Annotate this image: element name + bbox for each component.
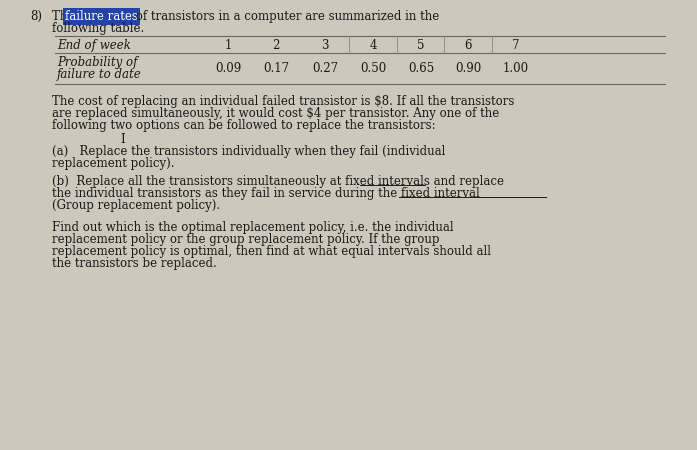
Text: replacement policy).: replacement policy). — [52, 157, 174, 170]
Text: 0.27: 0.27 — [312, 62, 338, 75]
Text: (b)  Replace all the transistors simultaneously at fixed intervals and replace: (b) Replace all the transistors simultan… — [52, 175, 504, 188]
Text: are replaced simultaneously, it would cost $4 per transistor. Any one of the: are replaced simultaneously, it would co… — [52, 107, 499, 120]
Text: 0.90: 0.90 — [455, 62, 481, 75]
Text: 0.09: 0.09 — [215, 62, 241, 75]
Text: of transistors in a computer are summarized in the: of transistors in a computer are summari… — [132, 10, 439, 23]
Text: 8): 8) — [30, 10, 42, 23]
Text: following table.: following table. — [52, 22, 144, 35]
Text: Probability of: Probability of — [57, 56, 137, 69]
Text: 7: 7 — [512, 39, 520, 52]
Text: the transistors be replaced.: the transistors be replaced. — [52, 257, 217, 270]
Text: (a)   Replace the transistors individually when they fail (individual: (a) Replace the transistors individually… — [52, 145, 445, 158]
Text: 3: 3 — [321, 39, 329, 52]
Text: failure to date: failure to date — [57, 68, 141, 81]
Text: failure rates: failure rates — [65, 10, 138, 23]
Text: Find out which is the optimal replacement policy, i.e. the individual: Find out which is the optimal replacemen… — [52, 221, 454, 234]
Text: 0.65: 0.65 — [408, 62, 434, 75]
Text: 4: 4 — [369, 39, 377, 52]
Text: replacement policy is optimal, then find at what equal intervals should all: replacement policy is optimal, then find… — [52, 245, 491, 258]
Text: 1: 1 — [224, 39, 231, 52]
Text: replacement policy or the group replacement policy. If the group: replacement policy or the group replacem… — [52, 233, 440, 246]
Text: The: The — [52, 10, 78, 23]
Text: 0.50: 0.50 — [360, 62, 386, 75]
Text: End of week: End of week — [57, 39, 131, 52]
Text: I: I — [120, 133, 125, 146]
Text: 1.00: 1.00 — [503, 62, 529, 75]
Text: 2: 2 — [273, 39, 279, 52]
Text: (Group replacement policy).: (Group replacement policy). — [52, 199, 220, 212]
Text: the individual transistors as they fail in service during the fixed interval: the individual transistors as they fail … — [52, 187, 480, 200]
Text: 0.17: 0.17 — [263, 62, 289, 75]
Text: 6: 6 — [464, 39, 472, 52]
Text: 5: 5 — [418, 39, 424, 52]
Text: following two options can be followed to replace the transistors:: following two options can be followed to… — [52, 119, 436, 132]
Text: The cost of replacing an individual failed transistor is $8. If all the transist: The cost of replacing an individual fail… — [52, 95, 514, 108]
